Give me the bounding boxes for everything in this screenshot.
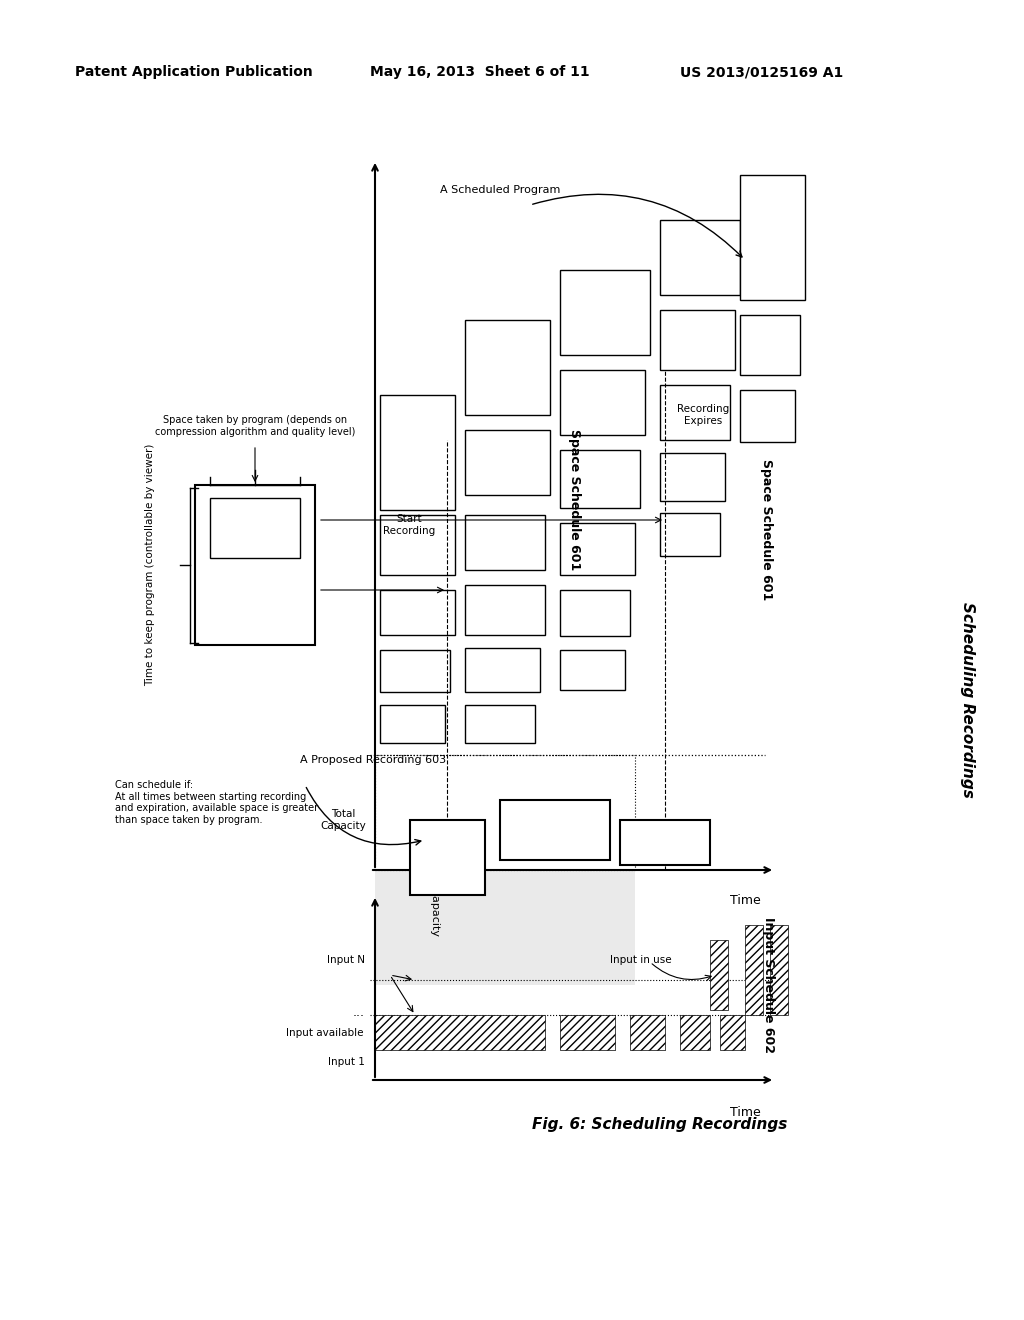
Bar xyxy=(380,649,450,692)
Text: A Scheduled Program: A Scheduled Program xyxy=(440,185,560,195)
Bar xyxy=(210,498,300,558)
Text: Can schedule if:
At all times between starting recording
and expiration, availab: Can schedule if: At all times between st… xyxy=(115,780,318,825)
Bar xyxy=(380,395,455,510)
Bar xyxy=(770,925,788,1015)
Bar xyxy=(375,870,635,985)
Bar xyxy=(630,1015,665,1049)
Text: Recording
Expires: Recording Expires xyxy=(677,404,729,426)
Bar xyxy=(660,513,720,556)
Bar xyxy=(740,315,800,375)
Bar xyxy=(195,484,315,645)
Text: Input in use: Input in use xyxy=(610,954,672,965)
Bar xyxy=(680,1015,710,1049)
Text: Time: Time xyxy=(730,1106,761,1118)
Text: Space Schedule 601: Space Schedule 601 xyxy=(760,459,773,601)
Bar xyxy=(465,515,545,570)
Bar xyxy=(560,271,650,355)
Text: Time to keep program (controllable by viewer): Time to keep program (controllable by vi… xyxy=(145,444,155,686)
Bar xyxy=(380,705,445,743)
Text: Time: Time xyxy=(730,894,761,907)
Text: Start
Recording: Start Recording xyxy=(383,515,435,536)
Bar xyxy=(500,800,610,861)
Bar xyxy=(710,940,728,1010)
Bar xyxy=(380,515,455,576)
Bar xyxy=(740,389,795,442)
Bar xyxy=(560,523,635,576)
Bar xyxy=(560,1015,615,1049)
Bar xyxy=(465,319,550,414)
Bar xyxy=(745,925,763,1015)
Text: Total
Capacity: Total Capacity xyxy=(321,809,366,830)
Text: Scheduling Recordings: Scheduling Recordings xyxy=(961,602,976,797)
Bar xyxy=(660,453,725,502)
Bar xyxy=(660,310,735,370)
Bar xyxy=(720,1015,745,1049)
Bar xyxy=(660,385,730,440)
Text: ...: ... xyxy=(353,1006,365,1019)
Text: Space taken by program (depends on
compression algorithm and quality level): Space taken by program (depends on compr… xyxy=(155,416,355,437)
Bar xyxy=(410,820,485,895)
Text: Fig. 6: Scheduling Recordings: Fig. 6: Scheduling Recordings xyxy=(532,1118,787,1133)
Bar xyxy=(560,649,625,690)
Bar xyxy=(620,820,710,865)
Bar xyxy=(465,705,535,743)
Bar xyxy=(465,648,540,692)
Bar xyxy=(465,585,545,635)
Bar xyxy=(660,220,740,294)
Bar xyxy=(560,450,640,508)
Text: US 2013/0125169 A1: US 2013/0125169 A1 xyxy=(680,65,843,79)
Bar xyxy=(560,370,645,436)
Bar xyxy=(375,1015,545,1049)
Text: Input Schedule 602: Input Schedule 602 xyxy=(762,917,775,1053)
Text: Patent Application Publication: Patent Application Publication xyxy=(75,65,312,79)
Text: A Proposed Recording 603: A Proposed Recording 603 xyxy=(300,755,446,766)
Text: Input available: Input available xyxy=(286,1028,362,1038)
Text: Input 1: Input 1 xyxy=(328,1057,365,1067)
Text: Space Schedule 601: Space Schedule 601 xyxy=(567,429,581,570)
Text: Input N: Input N xyxy=(327,954,365,965)
Bar xyxy=(380,590,455,635)
Text: Storage Capacity: Storage Capacity xyxy=(430,840,440,936)
Bar xyxy=(740,176,805,300)
Bar xyxy=(465,430,550,495)
Text: May 16, 2013  Sheet 6 of 11: May 16, 2013 Sheet 6 of 11 xyxy=(370,65,590,79)
Bar xyxy=(560,590,630,636)
